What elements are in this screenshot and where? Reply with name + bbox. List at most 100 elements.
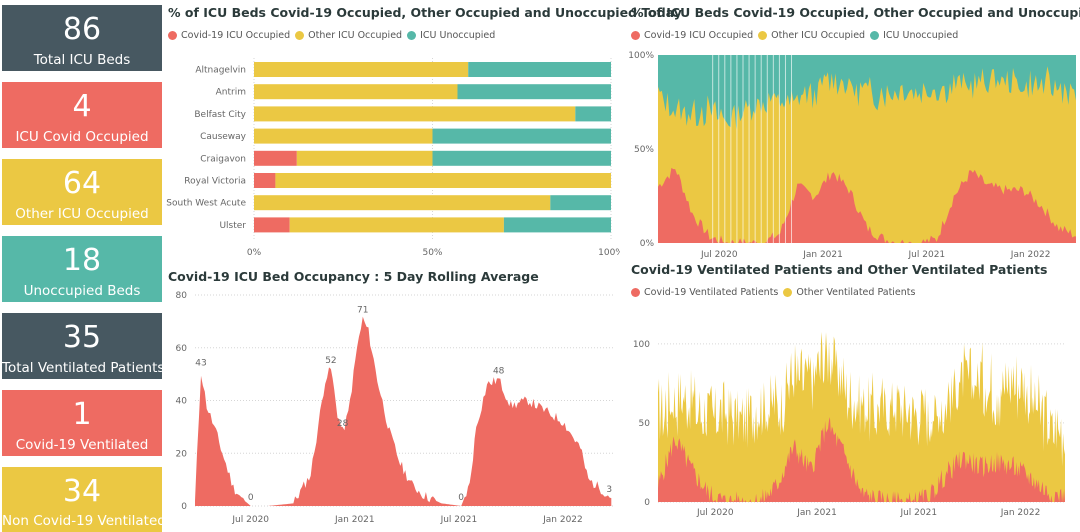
kpi-value: 35 [62, 320, 102, 355]
x-tick-label: Jan 2021 [334, 515, 375, 525]
kpi-card[interactable]: 18 Unoccupied Beds [2, 236, 162, 302]
y-tick-label: 100% [628, 51, 654, 61]
area-covid-icu [195, 316, 612, 506]
kpi-card[interactable]: 64 Other ICU Occupied [2, 159, 162, 225]
ventilated-legend[interactable]: Covid-19 Ventilated Patients Other Ventil… [631, 287, 920, 298]
data-label: 0 [458, 493, 464, 503]
legend-swatch [631, 288, 640, 297]
area-covid-occupied [658, 167, 1076, 243]
legend-item[interactable]: Other ICU Occupied [758, 30, 865, 41]
legend-item[interactable]: Covid-19 ICU Occupied [631, 30, 753, 41]
x-tick-label: Jul 2020 [231, 515, 269, 525]
legend-swatch [631, 31, 640, 40]
legend-item[interactable]: Other ICU Occupied [295, 30, 402, 41]
y-tick-label: 60 [176, 344, 188, 354]
kpi-value: 4 [72, 89, 92, 124]
legend-label: ICU Unoccupied [883, 30, 959, 41]
bar-segment [254, 106, 576, 122]
legend-swatch [295, 31, 305, 40]
bar-segment [432, 150, 611, 166]
bar-segment [289, 217, 504, 233]
y-tick-label: 0% [640, 239, 655, 249]
category-label: Causeway [200, 132, 247, 142]
kpi-card[interactable]: 34 Non Covid-19 Ventilated [2, 467, 166, 532]
bar-segment [468, 62, 611, 77]
y-tick-label: 40 [176, 397, 188, 407]
category-label: Craigavon [200, 154, 246, 164]
y-tick-label: 0 [181, 502, 187, 512]
y-tick-label: 80 [176, 291, 188, 301]
bar-segment [254, 173, 276, 188]
bar-segment [432, 128, 611, 144]
legend-item[interactable]: ICU Unoccupied [407, 30, 495, 41]
bar-segment [254, 195, 551, 211]
legend-swatch [870, 31, 880, 40]
bar-segment [254, 150, 297, 166]
bar-segment [503, 217, 611, 233]
x-tick-label: Jul 2021 [899, 508, 937, 518]
hospital-bars-title: % of ICU Beds Covid-19 Occupied, Other O… [168, 5, 682, 20]
x-tick-label: Jul 2021 [908, 250, 946, 260]
data-label: 48 [493, 366, 505, 376]
data-label: 0 [248, 493, 254, 503]
data-label: 52 [325, 356, 336, 366]
legend-item[interactable]: Covid-19 Ventilated Patients [631, 287, 778, 298]
legend-item[interactable]: Other Ventilated Patients [783, 287, 915, 298]
y-tick-label: 100 [633, 340, 650, 350]
category-label: Ulster [219, 221, 246, 231]
bar-segment [254, 128, 433, 144]
pct-area-title: % of ICU Beds Covid-19 Occupied, Other O… [631, 5, 1080, 20]
kpi-card[interactable]: 4 ICU Covid Occupied [2, 82, 162, 148]
legend-label: Covid-19 Ventilated Patients [644, 287, 779, 298]
pct-area-legend[interactable]: Covid-19 ICU Occupied Other ICU Occupied I… [631, 30, 963, 41]
x-tick-label: 0% [247, 248, 262, 258]
y-tick-label: 50% [634, 145, 654, 155]
kpi-value: 1 [72, 397, 92, 432]
kpi-card[interactable]: 1 Covid-19 Ventilated [2, 390, 162, 456]
category-label: Belfast City [194, 110, 246, 120]
bar-segment [550, 195, 611, 211]
rolling-avg-chart[interactable]: 0 20 40 60 80 43 0 52 28 71 0 48 3 Jul 2020 Jan 2021 Ju… [165, 288, 620, 532]
category-label: Antrim [216, 88, 246, 98]
legend-swatch [783, 288, 793, 297]
bar-segment [254, 62, 469, 77]
x-tick-label: 100% [598, 248, 620, 258]
legend-label: Other ICU Occupied [771, 30, 866, 41]
area-covid-ventilated [658, 417, 1065, 502]
kpi-value: 64 [62, 166, 102, 201]
kpi-card[interactable]: 35 Total Ventilated Patients [2, 313, 165, 379]
kpi-label: Other ICU Occupied [15, 206, 149, 222]
bar-segment [296, 150, 433, 166]
y-tick-label: 0 [644, 498, 650, 508]
pct-area-chart[interactable]: 0% 50% 100% Jul 2020 Jan 2021 Jul 2021 Jan 202… [625, 45, 1080, 265]
data-label: 43 [195, 358, 206, 368]
hospital-bars-chart[interactable]: 0% 50% 100% Altnagelvin Antrim Belfast City Ca… [165, 50, 620, 265]
bar-segment [254, 84, 458, 100]
ventilated-title: Covid-19 Ventilated Patients and Other V… [631, 262, 1048, 277]
legend-label: Other ICU Occupied [308, 30, 403, 41]
kpi-card[interactable]: 86 Total ICU Beds [2, 5, 162, 71]
category-label: South West Acute [166, 199, 246, 209]
x-tick-label: Jul 2020 [696, 508, 734, 518]
kpi-label: Covid-19 Ventilated [15, 437, 149, 453]
bar-segment [275, 173, 611, 188]
legend-item[interactable]: Covid-19 ICU Occupied [168, 30, 290, 41]
kpi-label: Non Covid-19 Ventilated [2, 513, 166, 529]
legend-label: Covid-19 ICU Occupied [181, 30, 291, 41]
legend-label: Covid-19 ICU Occupied [644, 30, 754, 41]
kpi-label: ICU Covid Occupied [15, 129, 149, 145]
ventilated-chart[interactable]: 0 50 100 Jul 2020 Jan 2021 Jul 2021 Jan 2022 [625, 320, 1080, 532]
x-tick-label: Jan 2021 [796, 508, 837, 518]
kpi-value: 86 [62, 12, 102, 47]
x-tick-label: Jul 2021 [440, 515, 478, 525]
x-tick-label: 50% [422, 248, 442, 258]
legend-item[interactable]: ICU Unoccupied [870, 30, 958, 41]
y-tick-label: 50 [639, 419, 651, 429]
bar-segment [254, 217, 290, 233]
kpi-label: Unoccupied Beds [23, 283, 141, 299]
hospital-bars-legend[interactable]: Covid-19 ICU Occupied Other ICU Occupied I… [168, 30, 500, 41]
kpi-label: Total Ventilated Patients [2, 360, 165, 376]
x-tick-label: Jan 2022 [1000, 508, 1041, 518]
kpi-value: 18 [62, 243, 102, 278]
legend-swatch [758, 31, 768, 40]
